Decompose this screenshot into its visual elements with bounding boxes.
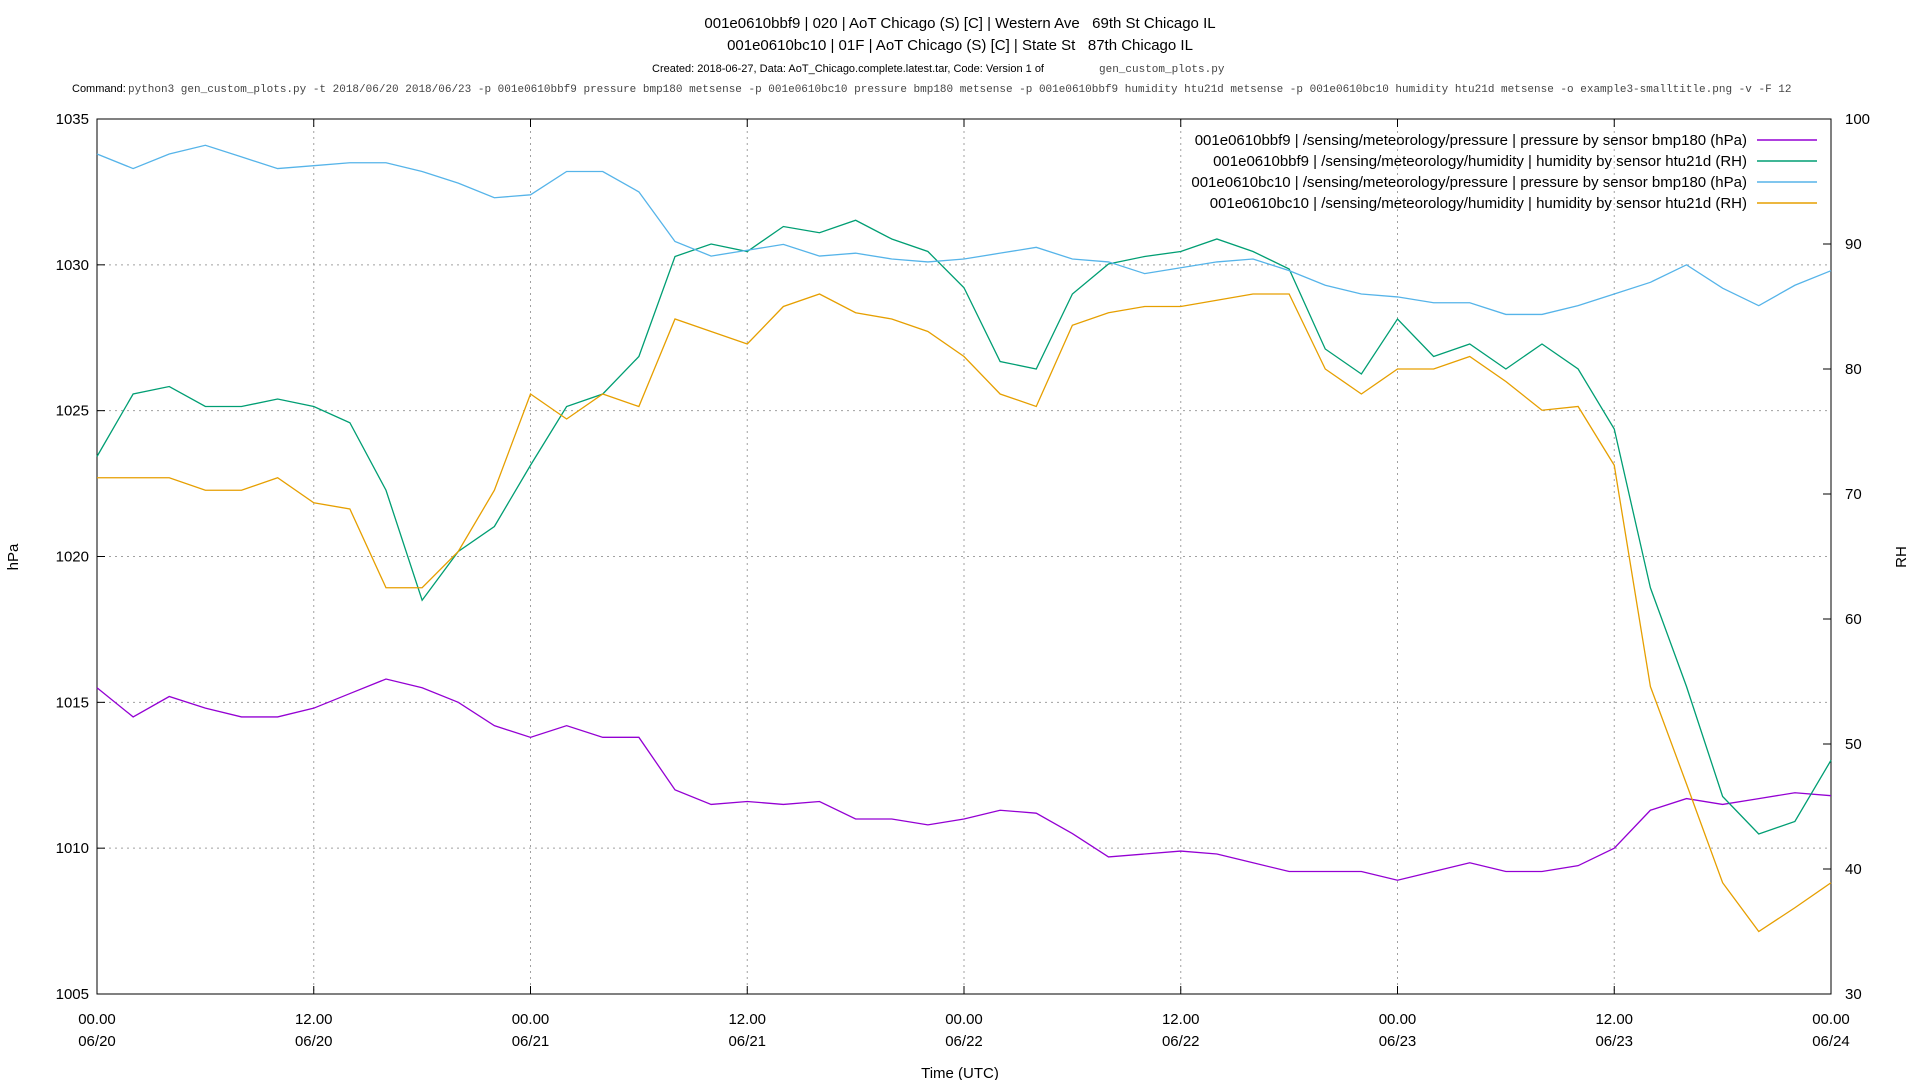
y-axis-label: hPa [5,543,22,570]
legend-label: 001e0610bbf9 | /sensing/meteorology/pres… [1195,132,1747,149]
legend-label: 001e0610bbf9 | /sensing/meteorology/humi… [1213,153,1747,170]
legend-label: 001e0610bc10 | /sensing/meteorology/humi… [1210,195,1747,212]
x-tick-label: 00.00 06/23 [1379,1011,1417,1050]
data-line [96,144,1832,316]
data-line [97,293,1832,933]
y2-tick-label: 50 [1845,736,1862,753]
legend-label: 001e0610bc10 | /sensing/meteorology/pres… [1191,174,1747,191]
y2-tick-label: 60 [1845,611,1862,628]
y2-tick-label: 30 [1845,986,1862,1003]
y2-tick-label: 90 [1845,236,1862,253]
title-line: 001e0610bc10 | 01F | AoT Chicago (S) [C]… [727,37,1193,54]
y-tick-label: 1015 [56,694,89,711]
command: python3 gen_custom_plots.py -t 2018/06/2… [128,84,1791,96]
y-tick-label: 1020 [56,549,89,566]
y2-axis-label: RH [1893,546,1910,568]
x-tick-label: 00.00 06/21 [512,1011,550,1050]
y-tick-label: 1010 [56,840,89,857]
x-tick-label: 00.00 06/22 [945,1011,983,1050]
y2-tick-label: 100 [1845,111,1870,128]
x-tick-label: 00.00 06/20 [78,1011,116,1050]
title-line: 001e0610bbf9 | 020 | AoT Chicago (S) [C]… [704,15,1215,32]
data-line [96,678,1832,881]
y2-tick-label: 70 [1845,486,1862,503]
x-tick-label: 12.00 06/23 [1595,1011,1633,1050]
x-tick-label: 12.00 06/20 [295,1011,333,1050]
plot-frame [96,118,1832,995]
data-line [96,219,1832,835]
y2-tick-label: 80 [1845,361,1862,378]
created-text: Created: 2018-06-27, Data: AoT_Chicago.c… [652,63,1045,75]
y-tick-label: 1005 [56,986,89,1003]
y2-tick-label: 40 [1845,861,1862,878]
y-tick-label: 1035 [56,111,89,128]
y-tick-label: 1030 [56,257,89,274]
x-tick-label: 12.00 06/22 [1162,1011,1200,1050]
x-tick-label: 12.00 06/21 [728,1011,766,1050]
command-label: Command: [72,83,126,95]
y-tick-label: 1025 [56,403,89,420]
created-code: gen_custom_plots.py [1099,64,1225,76]
x-axis-label: Time (UTC) [921,1065,999,1080]
x-tick-label: 00.00 06/24 [1812,1011,1850,1050]
